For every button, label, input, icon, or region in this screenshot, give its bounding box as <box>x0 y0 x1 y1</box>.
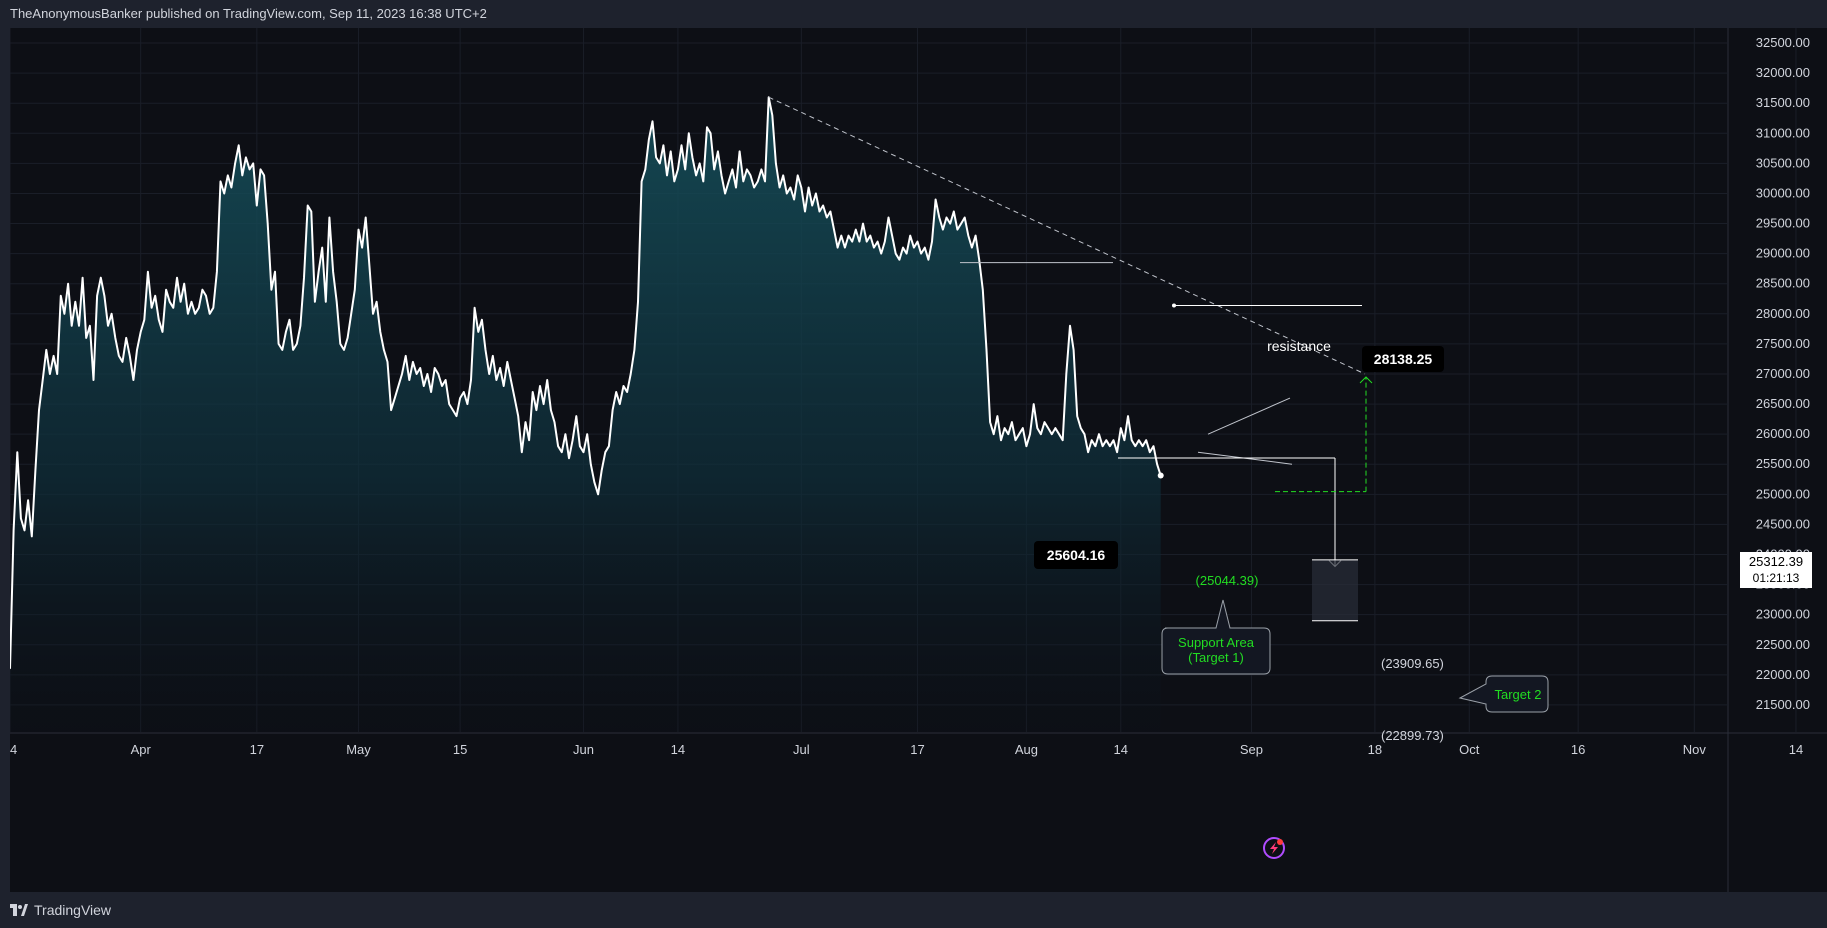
footer-brand[interactable]: TradingView <box>34 902 112 918</box>
x-tick-label: 15 <box>453 742 467 757</box>
y-tick-label: 27500.00 <box>1756 336 1810 351</box>
countdown: 01:21:13 <box>1753 571 1800 585</box>
x-tick-label: 16 <box>1571 742 1585 757</box>
y-tick-label: 30500.00 <box>1756 155 1810 170</box>
target2-box <box>1312 559 1358 621</box>
x-tick-label: May <box>346 742 371 757</box>
last-price-dot <box>1157 472 1164 479</box>
wedge-upper-line <box>1207 397 1291 435</box>
y-tick-label: 26500.00 <box>1756 396 1810 411</box>
x-tick-label: Oct <box>1459 742 1480 757</box>
x-tick-label: 14 <box>671 742 685 757</box>
y-tick-label: 24500.00 <box>1756 516 1810 531</box>
resistance-price-tag: 28138.25 <box>1362 346 1444 372</box>
x-tick-label: 17 <box>910 742 924 757</box>
target1-callout: Support Area (Target 1) <box>1161 599 1271 675</box>
x-tick-label: 18 <box>1368 742 1382 757</box>
x-tick-label: 17 <box>250 742 264 757</box>
x-tick-label: Nov <box>1683 742 1707 757</box>
target1-callout-line1: Support Area <box>1178 635 1255 650</box>
resistance-label: resistance <box>1267 338 1331 354</box>
y-tick-label: 22500.00 <box>1756 637 1810 652</box>
resistance-anchor <box>1172 303 1176 308</box>
target1-callout-line2: (Target 1) <box>1188 650 1244 665</box>
y-tick-label: 23000.00 <box>1756 607 1810 622</box>
y-tick-label: 32500.00 <box>1756 35 1810 50</box>
x-tick-label: 14 <box>1114 742 1128 757</box>
y-tick-label: 31000.00 <box>1756 125 1810 140</box>
y-tick-label: 28000.00 <box>1756 306 1810 321</box>
price-area <box>10 96 1162 732</box>
price-chart[interactable]: 21500.0022000.0022500.0023000.0023500.00… <box>10 28 1827 892</box>
target2-callout-label: Target 2 <box>1495 687 1542 702</box>
y-tick-label: 21500.00 <box>1756 697 1810 712</box>
x-tick-label: Jul <box>793 742 810 757</box>
y-tick-label: 26000.00 <box>1756 426 1810 441</box>
current-price-badge: 25312.39 01:21:13 <box>1740 552 1812 588</box>
target1-level: (25044.39) <box>1196 573 1259 588</box>
x-tick-label: 14 <box>10 742 17 757</box>
support-price: 25604.16 <box>1047 547 1106 563</box>
y-tick-label: 27000.00 <box>1756 366 1810 381</box>
y-axis[interactable]: 21500.0022000.0022500.0023000.0023500.00… <box>1756 35 1810 712</box>
target2-lower: (22899.73) <box>1381 728 1444 743</box>
support-price-tag: 25604.16 <box>1034 541 1118 569</box>
target2-upper: (23909.65) <box>1381 656 1444 671</box>
footer: TradingView <box>0 892 1827 928</box>
x-tick-label: Jun <box>573 742 594 757</box>
y-tick-label: 25500.00 <box>1756 456 1810 471</box>
publisher-header: TheAnonymousBanker published on TradingV… <box>0 0 1827 28</box>
price-line <box>10 96 1162 669</box>
tradingview-logo-icon[interactable] <box>10 904 28 916</box>
resistance-price: 28138.25 <box>1374 351 1433 367</box>
x-tick-label: 14 <box>1789 742 1803 757</box>
y-tick-label: 30000.00 <box>1756 185 1810 200</box>
x-axis[interactable]: 14 Apr 17 May 15 Jun 14 Jul 17 Aug 14 Sep 18 Oct 16 Nov… <box>10 742 1803 757</box>
target2-callout: Target 2 <box>1458 675 1549 713</box>
price-area-fill <box>10 97 1161 732</box>
y-tick-label: 32000.00 <box>1756 65 1810 80</box>
x-tick-label: Aug <box>1015 742 1038 757</box>
publisher-line: TheAnonymousBanker published on TradingV… <box>10 6 487 21</box>
y-tick-label: 25000.00 <box>1756 486 1810 501</box>
current-price: 25312.39 <box>1749 554 1803 569</box>
y-tick-label: 29500.00 <box>1756 216 1810 231</box>
x-tick-label: Apr <box>131 742 152 757</box>
y-tick-label: 28500.00 <box>1756 276 1810 291</box>
y-tick-label: 22000.00 <box>1756 667 1810 682</box>
up-arrow-head <box>1359 376 1373 384</box>
y-tick-label: 29000.00 <box>1756 246 1810 261</box>
drawing-overlays <box>768 96 1373 622</box>
x-tick-label: Sep <box>1240 742 1263 757</box>
y-tick-label: 31500.00 <box>1756 95 1810 110</box>
descending-trendline <box>768 96 1366 375</box>
lightning-icon[interactable] <box>1263 837 1285 859</box>
